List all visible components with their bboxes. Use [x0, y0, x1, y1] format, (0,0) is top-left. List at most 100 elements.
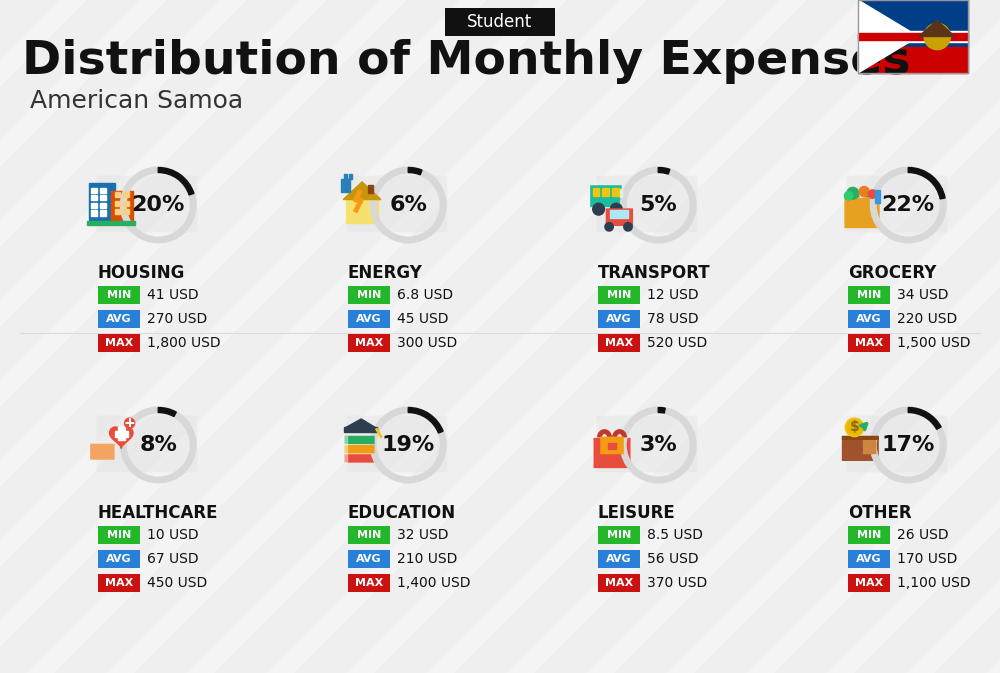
Text: GROCERY: GROCERY [848, 264, 936, 282]
Circle shape [610, 203, 622, 215]
Text: 1,500 USD: 1,500 USD [897, 336, 970, 350]
Text: AVG: AVG [356, 554, 382, 564]
Text: 520 USD: 520 USD [647, 336, 707, 350]
Bar [87, 221, 135, 225]
Text: MAX: MAX [855, 338, 883, 348]
Bar [123, 201, 129, 206]
Bar [115, 209, 120, 214]
Bar [858, 0, 968, 48]
Bar [100, 188, 106, 193]
Text: HEALTHCARE: HEALTHCARE [98, 504, 218, 522]
Circle shape [125, 418, 135, 428]
Text: AVG: AVG [106, 314, 132, 324]
Text: 5%: 5% [639, 195, 677, 215]
Text: ENERGY: ENERGY [348, 264, 423, 282]
FancyBboxPatch shape [598, 310, 640, 328]
Text: 19%: 19% [382, 435, 435, 455]
Circle shape [868, 190, 877, 199]
FancyBboxPatch shape [590, 185, 622, 207]
Text: 56 USD: 56 USD [647, 552, 698, 566]
Bar [346, 199, 378, 223]
Text: 45 USD: 45 USD [397, 312, 448, 326]
FancyBboxPatch shape [606, 209, 633, 226]
Text: 8.5 USD: 8.5 USD [647, 528, 703, 542]
Text: 1,800 USD: 1,800 USD [147, 336, 220, 350]
Bar [344, 435, 347, 444]
FancyBboxPatch shape [848, 550, 890, 568]
FancyBboxPatch shape [842, 437, 879, 461]
Bar [115, 431, 128, 437]
FancyBboxPatch shape [347, 176, 447, 232]
FancyBboxPatch shape [600, 437, 624, 454]
Bar [858, 48, 968, 73]
Polygon shape [937, 20, 955, 36]
Text: MIN: MIN [107, 290, 131, 300]
Text: 300 USD: 300 USD [397, 336, 457, 350]
FancyBboxPatch shape [598, 334, 640, 352]
Text: 8%: 8% [139, 435, 177, 455]
Circle shape [624, 223, 632, 231]
FancyBboxPatch shape [848, 574, 890, 592]
FancyBboxPatch shape [98, 310, 140, 328]
Text: 10 USD: 10 USD [147, 528, 198, 542]
FancyBboxPatch shape [344, 435, 375, 444]
Wedge shape [408, 407, 443, 433]
Circle shape [593, 203, 604, 215]
Polygon shape [918, 20, 937, 36]
Text: MAX: MAX [605, 578, 633, 588]
Text: American Samoa: American Samoa [30, 89, 243, 113]
FancyBboxPatch shape [596, 416, 697, 472]
FancyBboxPatch shape [848, 310, 890, 328]
FancyBboxPatch shape [98, 334, 140, 352]
Polygon shape [344, 427, 377, 431]
Text: MIN: MIN [857, 530, 881, 540]
Text: $: $ [850, 419, 859, 433]
FancyBboxPatch shape [846, 176, 947, 232]
Bar [100, 195, 106, 201]
Bar [91, 195, 97, 201]
Text: MAX: MAX [605, 338, 633, 348]
Bar [344, 454, 347, 462]
FancyBboxPatch shape [594, 438, 631, 468]
Text: Distribution of Monthly Expenses: Distribution of Monthly Expenses [22, 38, 910, 83]
Text: MAX: MAX [105, 578, 133, 588]
Text: 170 USD: 170 USD [897, 552, 957, 566]
FancyBboxPatch shape [842, 435, 879, 440]
FancyBboxPatch shape [344, 445, 375, 454]
FancyBboxPatch shape [348, 550, 390, 568]
Text: AVG: AVG [856, 314, 882, 324]
Bar [620, 189, 622, 197]
Text: 1,400 USD: 1,400 USD [397, 576, 470, 590]
FancyBboxPatch shape [596, 176, 697, 232]
Text: AVG: AVG [356, 314, 382, 324]
Wedge shape [408, 168, 422, 175]
FancyBboxPatch shape [348, 526, 390, 544]
Text: 20%: 20% [132, 195, 185, 215]
Text: MIN: MIN [607, 530, 631, 540]
Bar [875, 190, 880, 203]
Bar [858, 31, 968, 42]
Text: 3%: 3% [639, 435, 677, 455]
Text: 32 USD: 32 USD [397, 528, 448, 542]
FancyBboxPatch shape [598, 550, 640, 568]
Text: 17%: 17% [882, 435, 935, 455]
FancyBboxPatch shape [98, 526, 140, 544]
Text: 22%: 22% [882, 195, 935, 215]
Text: 6%: 6% [389, 195, 427, 215]
FancyBboxPatch shape [347, 416, 447, 472]
Text: +: + [124, 417, 135, 429]
Wedge shape [908, 407, 941, 429]
Text: AVG: AVG [106, 554, 132, 564]
Text: 26 USD: 26 USD [897, 528, 948, 542]
Bar [91, 211, 97, 215]
Bar [115, 201, 120, 206]
Bar [118, 427, 125, 440]
Bar [91, 203, 97, 208]
FancyBboxPatch shape [598, 574, 640, 592]
Bar [91, 188, 97, 193]
Bar [608, 443, 616, 449]
Circle shape [847, 420, 862, 435]
FancyBboxPatch shape [848, 526, 890, 544]
Bar [115, 192, 120, 197]
FancyBboxPatch shape [98, 574, 140, 592]
